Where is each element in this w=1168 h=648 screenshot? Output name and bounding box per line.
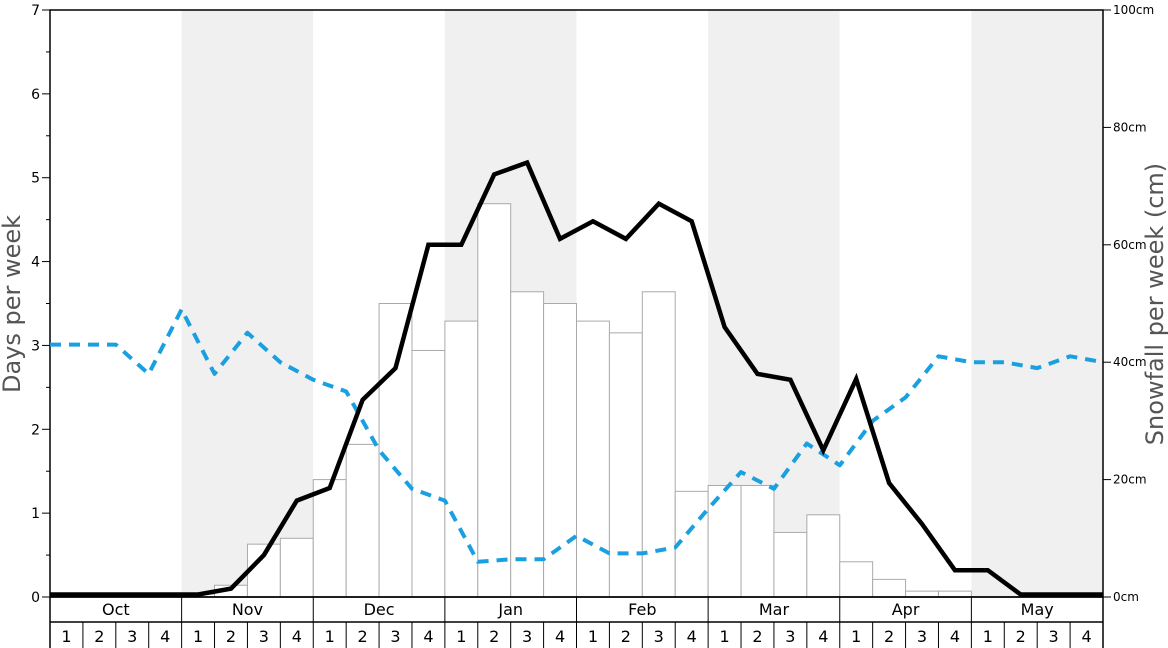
x-axis-months: Oct 1 2 3 4 Nov 1 2 3 4 Dec 1 2 3 4 Jan 1 2 3 4 Feb 1 2 3 4 Mar 1 2… <box>49 596 1104 648</box>
week-label: 2 <box>489 627 499 646</box>
month-label-nov: Nov <box>232 600 263 619</box>
snowfall-bar <box>806 514 841 598</box>
snowfall-bar <box>444 320 479 598</box>
snowfall-bar <box>839 561 874 598</box>
snowfall-bar <box>608 332 643 598</box>
month-label-feb: Feb <box>628 600 656 619</box>
week-label: 2 <box>1016 627 1026 646</box>
month-label-jan: Jan <box>497 600 523 619</box>
week-label: 3 <box>522 627 532 646</box>
snowfall-bar <box>477 203 512 598</box>
snowfall-bar <box>543 303 577 598</box>
snowfall-bar <box>937 590 972 598</box>
month-band-may <box>971 10 1103 597</box>
week-label: 4 <box>687 627 697 646</box>
week-label: 3 <box>785 627 795 646</box>
week-label: 4 <box>1081 627 1091 646</box>
week-label: 4 <box>818 627 828 646</box>
left-tick-label: 4 <box>31 255 40 271</box>
week-label: 3 <box>259 627 269 646</box>
month-label-apr: Apr <box>892 600 920 619</box>
week-label: 2 <box>358 627 368 646</box>
left-tick-label: 2 <box>31 422 40 438</box>
week-label: 3 <box>917 627 927 646</box>
week-label: 3 <box>1049 627 1059 646</box>
snowfall-bar <box>674 490 709 598</box>
snowfall-bar <box>345 443 380 598</box>
month-label-mar: Mar <box>759 600 790 619</box>
week-label: 2 <box>94 627 104 646</box>
month-band-apr <box>839 10 972 597</box>
week-label: 1 <box>61 627 71 646</box>
week-label: 2 <box>752 627 762 646</box>
snowfall-bar <box>773 531 808 598</box>
week-label: 4 <box>160 627 170 646</box>
snow-days-line-group <box>50 159 1103 597</box>
week-label: 3 <box>390 627 400 646</box>
left-tick-label: 7 <box>31 3 40 19</box>
right-tick-label: 40cm <box>1113 355 1147 369</box>
snow-days-line <box>50 159 1103 597</box>
month-band-oct <box>50 10 182 597</box>
right-tick-label: 0cm <box>1113 590 1139 604</box>
month-label-dec: Dec <box>364 600 395 619</box>
left-tick-label: 1 <box>31 506 40 522</box>
snowfall-bar <box>411 349 446 598</box>
week-label: 4 <box>555 627 565 646</box>
left-tick-label: 3 <box>31 338 40 354</box>
left-tick-label: 6 <box>31 87 40 103</box>
month-label-may: May <box>1021 600 1054 619</box>
left-axis-title: Days per week <box>0 215 26 393</box>
sun-days-line <box>50 307 1104 564</box>
week-label: 1 <box>456 627 466 646</box>
week-label: 3 <box>654 627 664 646</box>
sun-days-line-group <box>50 307 1104 564</box>
week-label: 1 <box>983 627 993 646</box>
week-label: 3 <box>127 627 137 646</box>
right-axis-title: Snowfall per week (cm) <box>1141 163 1168 445</box>
month-label-oct: Oct <box>102 600 130 619</box>
week-label: 4 <box>292 627 302 646</box>
right-tick-label: 80cm <box>1113 120 1147 134</box>
week-label: 4 <box>950 627 960 646</box>
snowfall-bar <box>905 590 939 598</box>
right-axis: 0cm 20cm 40cm 60cm 80cm 100cm <box>1103 3 1154 604</box>
month-band-nov <box>181 10 314 597</box>
week-label: 1 <box>588 627 598 646</box>
right-tick-label: 20cm <box>1113 473 1147 487</box>
snowfall-bar <box>510 291 545 598</box>
week-label: 1 <box>851 627 861 646</box>
week-label: 4 <box>423 627 433 646</box>
week-label: 1 <box>325 627 335 646</box>
week-label: 2 <box>226 627 236 646</box>
snowfall-bar <box>576 320 610 598</box>
week-label: 2 <box>621 627 631 646</box>
left-tick-label: 0 <box>31 590 40 606</box>
snowfall-bar <box>378 303 413 598</box>
snowfall-bar <box>872 578 907 598</box>
right-tick-label: 60cm <box>1113 238 1147 252</box>
left-tick-label: 5 <box>31 171 40 187</box>
week-label: 1 <box>193 627 203 646</box>
snowfall-bar <box>740 484 775 598</box>
left-axis: 0 1 2 3 4 5 6 7 <box>31 3 50 606</box>
week-label: 2 <box>884 627 894 646</box>
snowfall-bar <box>279 537 314 598</box>
snowfall-bar <box>312 479 347 598</box>
week-label: 1 <box>719 627 729 646</box>
right-tick-label: 100cm <box>1113 3 1154 17</box>
